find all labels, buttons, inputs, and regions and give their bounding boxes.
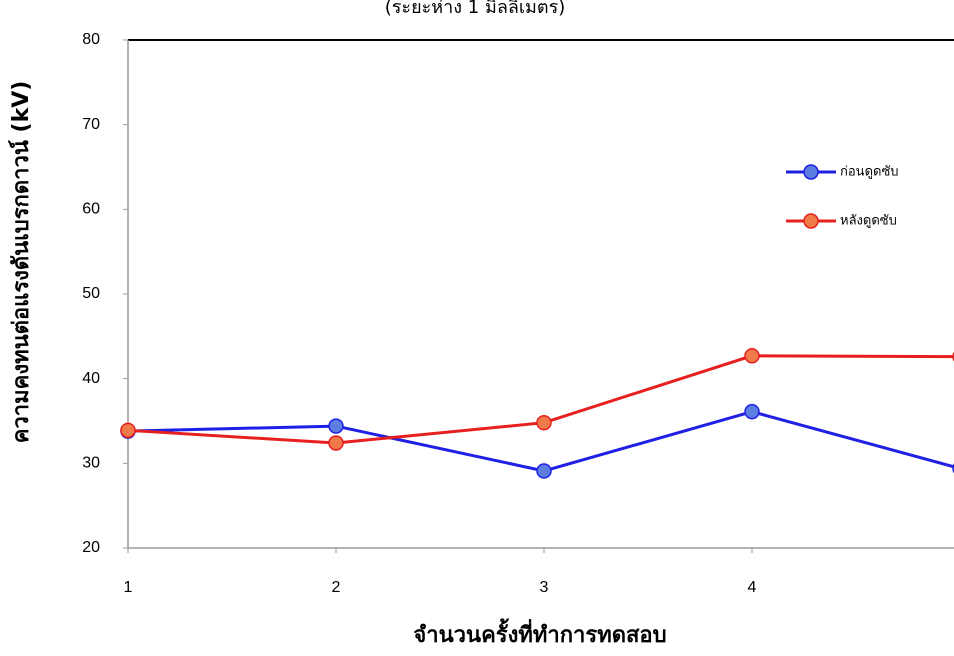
x-tick-label: 2 (332, 579, 341, 596)
data-point (536, 414, 552, 431)
x-axis-label: จำนวนครั้งที่ทำการทดสอบ (413, 618, 666, 648)
y-axis-label: ความคงทนต่อแรงดันเบรกดาวน์ (kV) (8, 81, 34, 444)
legend-label: หลังดูดซับ (840, 214, 897, 229)
series-line (127, 354, 954, 445)
y-tick-label: 30 (82, 455, 100, 472)
data-point (120, 422, 136, 439)
chart-subtitle: (ระยะห่าง 1 มิลลิเมตร) (385, 0, 566, 18)
y-tick-label: 60 (82, 201, 100, 218)
legend-label: ก่อนดูดซับ (840, 165, 899, 180)
x-tick-label: 4 (748, 579, 757, 596)
data-point (744, 348, 760, 364)
data-point (328, 435, 344, 451)
x-tick-label: 3 (540, 579, 549, 596)
data-point (536, 463, 552, 479)
y-tick-label: 50 (82, 285, 100, 302)
y-tick-label: 70 (82, 116, 100, 133)
legend-marker (803, 213, 819, 229)
y-tick-label: 80 (82, 31, 100, 48)
data-point (744, 403, 760, 420)
legend-marker (803, 164, 819, 180)
y-tick-label: 20 (82, 539, 100, 556)
y-tick-label: 40 (82, 370, 100, 387)
data-point (328, 418, 344, 434)
x-tick-label: 1 (124, 579, 133, 596)
